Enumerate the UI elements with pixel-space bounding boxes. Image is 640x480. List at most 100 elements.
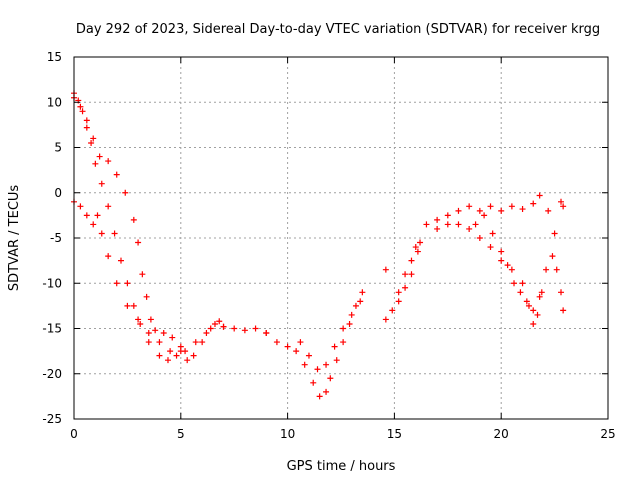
- series-track-c: [71, 198, 184, 355]
- data-point: [489, 230, 496, 237]
- data-point: [333, 357, 340, 364]
- y-tick-label: 0: [54, 186, 62, 200]
- x-tick-label: 15: [387, 427, 402, 441]
- data-point: [177, 343, 184, 350]
- data-point: [164, 357, 171, 364]
- series-track-f: [297, 298, 364, 373]
- data-point: [487, 203, 494, 210]
- data-point: [545, 207, 552, 214]
- y-tick-label: 5: [54, 141, 62, 155]
- data-point: [389, 307, 396, 314]
- data-point: [523, 298, 530, 305]
- data-point: [434, 225, 441, 232]
- series-track-a: [71, 90, 227, 364]
- data-point: [508, 266, 515, 273]
- data-point: [190, 352, 197, 359]
- series-track-b: [71, 94, 223, 364]
- data-point: [511, 280, 518, 287]
- data-point: [487, 244, 494, 251]
- y-tick-label: -20: [42, 367, 62, 381]
- x-tick-label: 5: [177, 427, 185, 441]
- data-point: [111, 230, 118, 237]
- y-tick-label: 15: [47, 50, 62, 64]
- data-point: [549, 253, 556, 260]
- data-point: [481, 212, 488, 219]
- data-point: [105, 158, 112, 165]
- data-point: [199, 339, 206, 346]
- data-point: [122, 189, 129, 196]
- data-point: [498, 248, 505, 255]
- data-point: [476, 207, 483, 214]
- series-track-i: [434, 221, 567, 327]
- data-point: [145, 339, 152, 346]
- data-point: [517, 289, 524, 296]
- data-point: [98, 230, 105, 237]
- data-point: [105, 203, 112, 210]
- data-point: [558, 198, 565, 205]
- data-point: [331, 343, 338, 350]
- data-point: [92, 160, 99, 167]
- data-point: [156, 339, 163, 346]
- data-point: [160, 330, 167, 337]
- data-point: [284, 343, 291, 350]
- data-point: [143, 293, 150, 300]
- data-point: [382, 316, 389, 323]
- data-point: [90, 135, 97, 142]
- data-point: [466, 203, 473, 210]
- data-point: [173, 352, 180, 359]
- data-point: [536, 192, 543, 199]
- data-point: [466, 225, 473, 232]
- data-point: [135, 239, 142, 246]
- data-point: [105, 253, 112, 260]
- data-point: [145, 330, 152, 337]
- data-point: [113, 280, 120, 287]
- data-point: [252, 325, 259, 332]
- data-point: [395, 289, 402, 296]
- data-point: [508, 203, 515, 210]
- data-point: [455, 207, 462, 214]
- data-point: [444, 221, 451, 228]
- data-point: [83, 117, 90, 124]
- data-point: [402, 284, 409, 291]
- data-point: [310, 379, 317, 386]
- data-point: [137, 320, 144, 327]
- data-point: [536, 293, 543, 300]
- data-point: [472, 221, 479, 228]
- data-points: [71, 90, 567, 400]
- data-point: [357, 298, 364, 305]
- y-tick-label: -10: [42, 276, 62, 290]
- data-point: [113, 171, 120, 178]
- data-point: [241, 327, 248, 334]
- data-point: [169, 334, 176, 341]
- data-point: [192, 339, 199, 346]
- data-point: [211, 320, 218, 327]
- data-point: [207, 325, 214, 332]
- data-point: [408, 271, 415, 278]
- data-point: [346, 320, 353, 327]
- data-point: [519, 280, 526, 287]
- data-point: [117, 257, 124, 264]
- data-point: [77, 103, 84, 110]
- data-point: [124, 280, 131, 287]
- series-track-g: [382, 239, 424, 323]
- data-point: [455, 221, 462, 228]
- data-point: [167, 348, 174, 355]
- grid: [74, 57, 608, 419]
- data-point: [301, 361, 308, 368]
- data-point: [305, 352, 312, 359]
- data-point: [316, 393, 323, 400]
- data-point: [519, 206, 526, 213]
- data-point: [96, 153, 103, 160]
- data-point: [558, 289, 565, 296]
- data-point: [293, 348, 300, 355]
- data-point: [348, 311, 355, 318]
- x-tick-label: 10: [280, 427, 295, 441]
- data-point: [560, 307, 567, 314]
- data-point: [359, 289, 366, 296]
- data-point: [152, 327, 159, 334]
- data-point: [124, 302, 131, 309]
- y-axis-label: SDTVAR / TECUs: [7, 185, 22, 292]
- data-point: [530, 307, 537, 314]
- data-point: [184, 357, 191, 364]
